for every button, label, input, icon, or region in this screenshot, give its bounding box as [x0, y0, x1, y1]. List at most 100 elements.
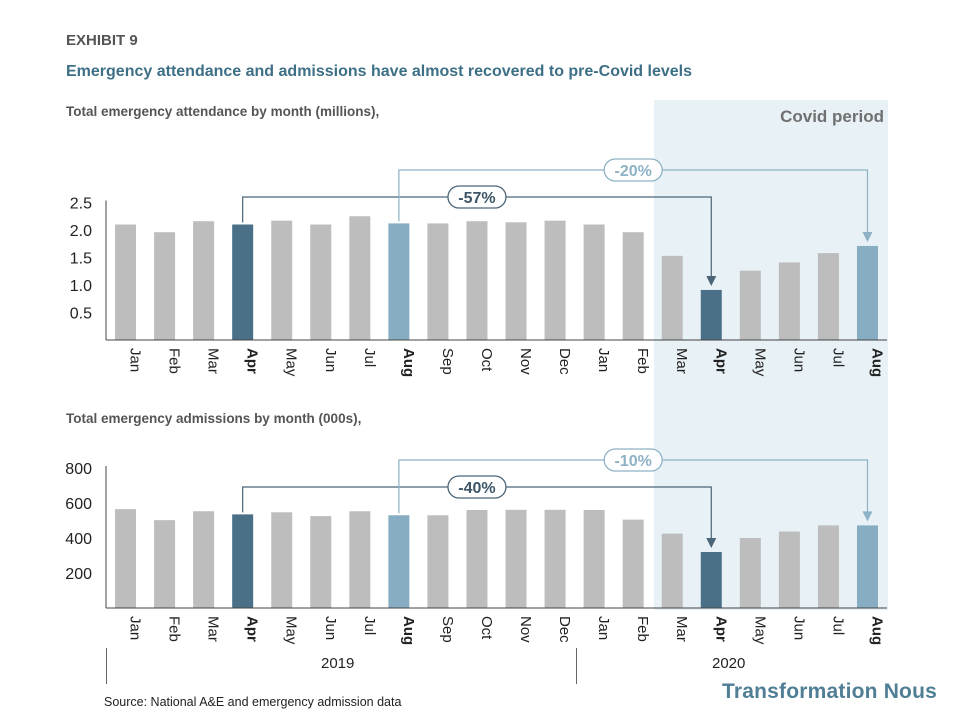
bar-jan-0: [115, 509, 137, 608]
y-tick-label: 400: [65, 531, 92, 548]
x-tick-label: Jun: [322, 348, 339, 372]
y-tick-label: 800: [65, 461, 92, 478]
x-tick-label: Apr: [712, 616, 729, 642]
bar-oct-9: [466, 510, 488, 608]
y-tick-label: 200: [65, 566, 92, 583]
bar-apr-15: [700, 289, 722, 340]
bar-aug-19: [856, 525, 878, 608]
bar-feb-13: [622, 232, 644, 340]
bar-feb-13: [622, 519, 644, 608]
x-tick-label: Sep: [439, 348, 456, 375]
y-tick-label: 2.5: [70, 196, 92, 213]
x-tick-label: Jul: [829, 348, 846, 367]
x-tick-label: Jul: [361, 348, 378, 367]
x-tick-label: Jan: [595, 616, 612, 640]
brand-logo-text: Transformation Nous: [722, 680, 937, 703]
x-tick-label: Mar: [205, 348, 222, 374]
bar-apr-15: [700, 552, 722, 608]
bar-sep-8: [427, 515, 449, 608]
x-tick-label: Nov: [517, 348, 534, 375]
year-divider-left: [106, 648, 107, 684]
bar-mar-14: [661, 533, 683, 608]
bar-mar-14: [661, 255, 683, 340]
x-tick-label: Jan: [127, 616, 144, 640]
bar-jul-6: [349, 511, 371, 608]
year-label-2019: 2019: [321, 655, 355, 672]
change-arrowhead: [862, 231, 873, 242]
change-label: -57%: [458, 190, 495, 207]
change-label-box: [447, 185, 507, 209]
bar-jun-5: [310, 516, 332, 608]
bar-dec-11: [544, 509, 566, 608]
bar-jan-0: [115, 224, 137, 340]
change-label: -10%: [614, 453, 651, 470]
x-tick-label: Jun: [322, 616, 339, 640]
x-tick-label: Apr: [244, 348, 261, 374]
bar-dec-11: [544, 220, 566, 340]
change-arrowhead: [706, 538, 717, 548]
x-tick-label: Feb: [634, 348, 651, 374]
bar-jun-17: [778, 531, 800, 608]
chart-attendance-title: Total emergency attendance by month (mil…: [66, 104, 380, 119]
page-title: Emergency attendance and admissions have…: [66, 63, 693, 80]
y-tick-label: 600: [65, 496, 92, 513]
x-tick-label: Jul: [829, 616, 846, 635]
x-tick-label: Mar: [673, 348, 690, 374]
x-tick-label: Apr: [712, 348, 729, 374]
x-tick-label: Jun: [790, 348, 807, 372]
bar-jul-18: [817, 525, 839, 608]
bar-feb-1: [154, 232, 176, 340]
x-tick-label: Feb: [166, 616, 183, 642]
x-tick-label: Mar: [205, 616, 222, 642]
bar-jun-5: [310, 224, 332, 340]
bar-aug-19: [856, 245, 878, 340]
bar-may-4: [271, 512, 293, 608]
bar-apr-3: [232, 224, 254, 340]
bar-jul-18: [817, 253, 839, 340]
x-tick-label: Dec: [556, 616, 573, 643]
bar-jan-12: [583, 510, 605, 608]
x-tick-label: May: [751, 348, 768, 377]
bar-may-16: [739, 538, 761, 608]
x-tick-label: Apr: [244, 616, 261, 642]
x-tick-label: Aug: [868, 348, 885, 377]
change-label-box: [603, 448, 663, 472]
bar-jan-12: [583, 224, 605, 340]
x-tick-label: Mar: [673, 616, 690, 642]
y-tick-label: 0.5: [70, 306, 92, 323]
year-divider-middle: [576, 648, 577, 684]
x-tick-label: Sep: [439, 616, 456, 643]
bar-mar-2: [193, 511, 215, 608]
x-tick-label: May: [283, 348, 300, 377]
y-tick-label: 1.5: [70, 251, 92, 268]
covid-period-label: Covid period: [780, 107, 884, 126]
bar-apr-3: [232, 514, 254, 608]
x-tick-label: May: [283, 616, 300, 645]
bar-jul-6: [349, 216, 371, 340]
x-tick-label: Aug: [868, 616, 885, 645]
x-tick-label: Aug: [400, 616, 417, 645]
attendance-bar-chart: 0.5 1.0 1.5 2.0 2.5 Jan Feb Mar Apr May Jun Jul Aug S…: [70, 158, 887, 377]
year-label-2020: 2020: [712, 655, 746, 672]
change-arrowhead: [706, 275, 717, 286]
x-tick-label: Feb: [634, 616, 651, 642]
bar-nov-10: [505, 222, 527, 340]
change-label-box: [603, 158, 663, 182]
x-tick-label: Oct: [478, 348, 495, 372]
bar-aug-7: [388, 223, 410, 340]
bar-nov-10: [505, 509, 527, 608]
x-tick-label: Jan: [595, 348, 612, 372]
bar-feb-1: [154, 520, 176, 608]
bar-oct-9: [466, 221, 488, 340]
chart-admissions-title: Total emergency admissions by month (000…: [66, 411, 362, 426]
x-tick-label: May: [751, 616, 768, 645]
x-tick-label: Jan: [127, 348, 144, 372]
exhibit-number: EXHIBIT 9: [66, 32, 138, 49]
bar-sep-8: [427, 223, 449, 340]
bar-may-4: [271, 220, 293, 340]
y-tick-label: 2.0: [70, 223, 92, 240]
x-tick-label: Feb: [166, 348, 183, 374]
bar-aug-7: [388, 515, 410, 608]
x-tick-label: Jun: [790, 616, 807, 640]
covid-period-shading: [654, 100, 888, 610]
